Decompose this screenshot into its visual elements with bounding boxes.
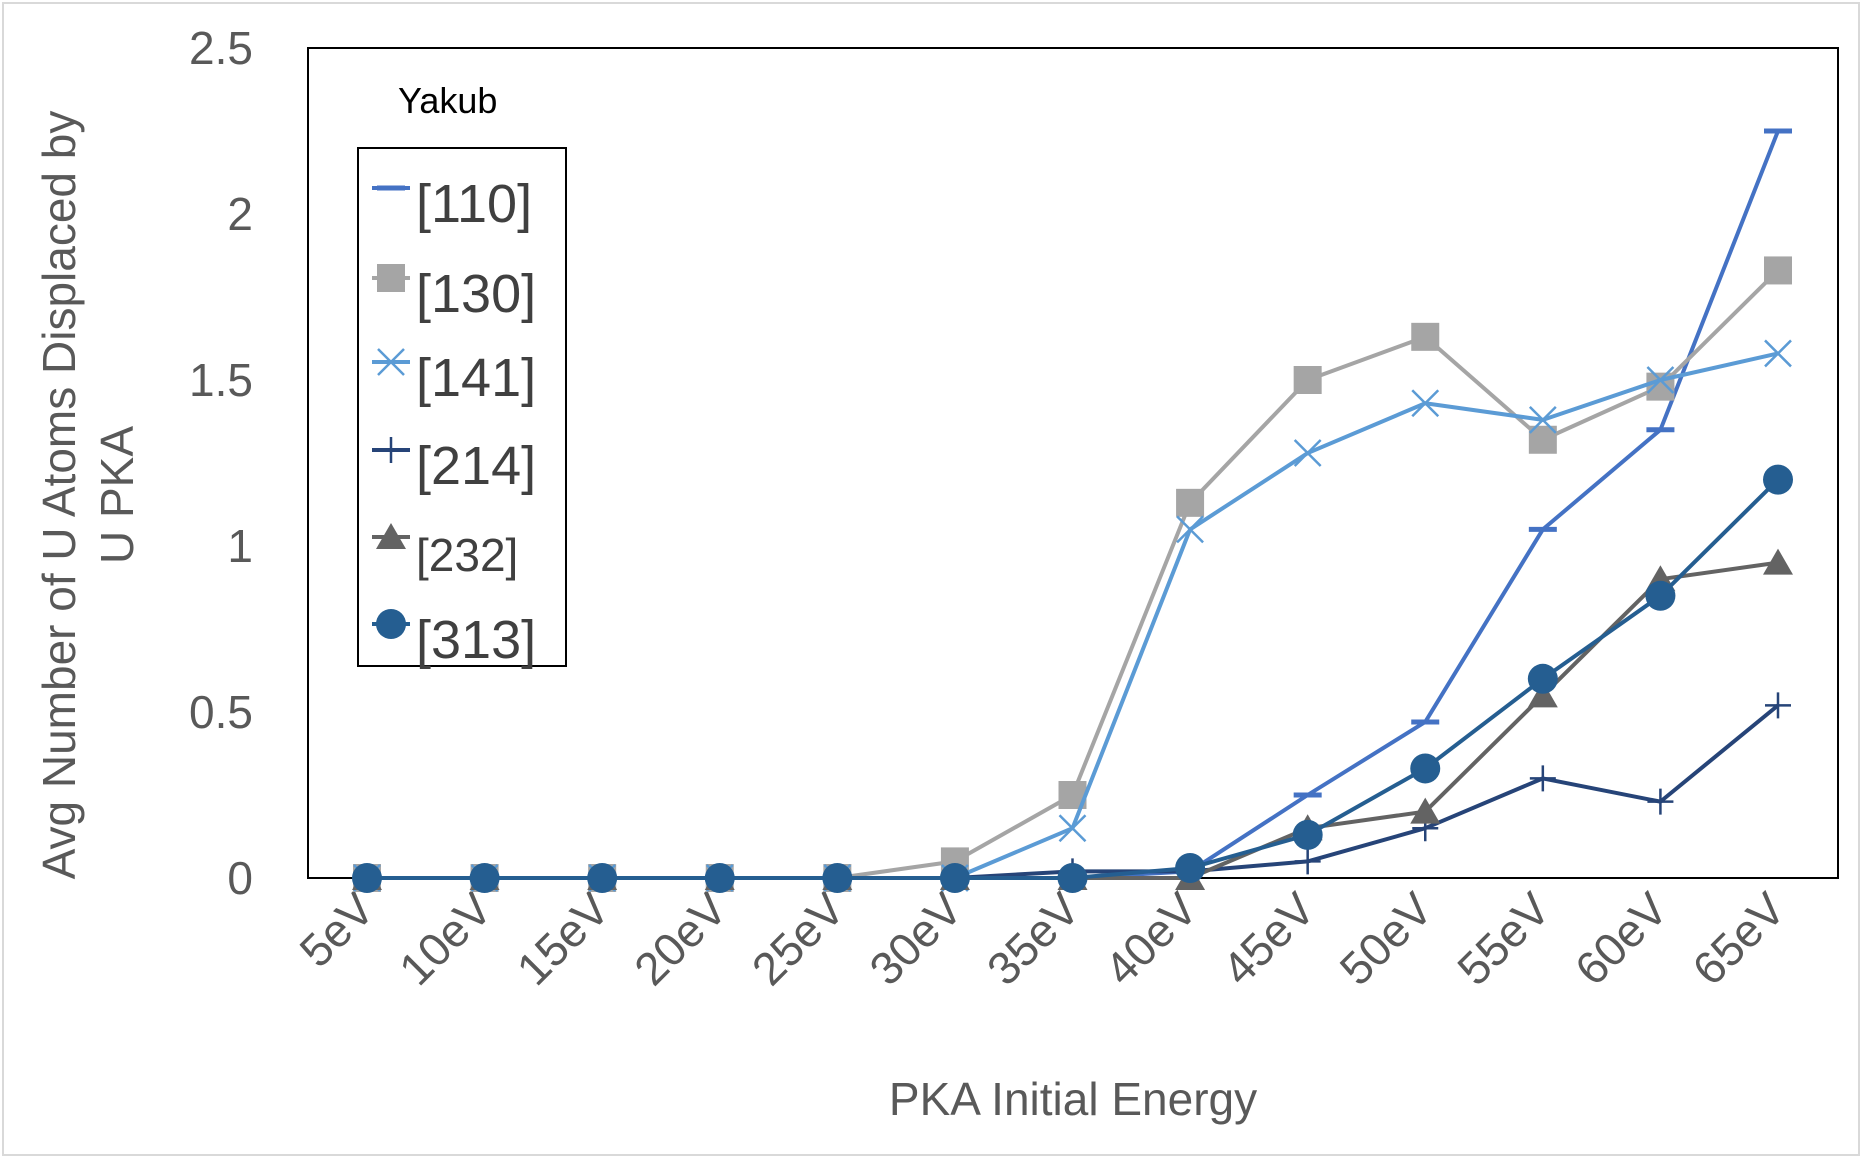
legend-entry: [214] [372,436,536,496]
legend-entries: [110] [130] [141] [214] [232] [313] [372,174,536,670]
legend: Yakub [110] [130] [141] [214] [232] [313] [357,80,567,670]
data-point [1293,439,1322,467]
y-tick-label: 0.5 [189,686,253,738]
data-point [1292,819,1323,850]
data-point [1647,788,1674,815]
series-313 [352,464,1793,893]
data-point [587,863,618,893]
series-line [367,560,1779,880]
y-tick-label: 2 [227,188,253,240]
data-point [1765,692,1791,719]
data-point [1763,464,1793,495]
legend-entry: [110] [372,174,532,234]
data-point [1410,797,1441,824]
data-point [1763,548,1793,575]
data-point [376,523,406,549]
data-point [1645,580,1676,611]
legend-entry: [313] [372,609,536,670]
x-tick-label: 40eV [1094,882,1207,995]
series-line [367,478,1780,880]
x-axis-title: PKA Initial Energy [889,1073,1257,1125]
data-point [1528,405,1557,434]
y-tick-label: 1 [227,520,253,572]
legend-entry: [141] [372,348,536,408]
x-tick-label: 60eV [1565,882,1678,995]
x-tick-label: 15eV [506,882,619,995]
data-point [822,863,853,893]
y-axis-title-line-1: Avg Number of U Atoms Displaced by [33,111,85,880]
x-tick-label: 30eV [859,882,972,995]
data-point [1411,389,1440,418]
data-point [1646,366,1675,394]
data-point [1057,863,1088,893]
x-axis-ticks: 5eV 10eV 15eV 20eV 25eV 30eV 35eV 40eV 45eV 50eV 5… [289,882,1795,995]
data-point [1527,663,1558,694]
x-tick-label: 55eV [1447,882,1560,995]
x-tick-label: 20eV [624,882,737,995]
legend-label: [141] [416,348,536,408]
data-point [377,264,405,292]
x-tick-label: 35eV [977,882,1090,995]
data-point [377,348,405,376]
data-point [704,863,735,893]
legend-box [357,147,567,667]
data-point [1294,848,1321,875]
data-point [1764,256,1792,285]
data-point [1058,814,1087,843]
y-axis-ticks: 0 0.5 1 1.5 2 2.5 [189,22,253,904]
legend-entry: [130] [372,264,536,324]
series-line [367,130,1780,880]
y-tick-label: 2.5 [189,22,253,74]
legend-label: [232] [416,529,518,581]
legend-label: [130] [416,264,536,324]
data-point [1175,853,1206,884]
data-point [376,609,406,639]
x-tick-label: 65eV [1682,882,1795,995]
data-point [1176,488,1205,517]
series-130 [353,256,1792,892]
legend-label: [110] [416,174,532,234]
legend-label: [214] [416,436,536,496]
legend-entry: [232] [372,523,518,581]
data-point [1176,515,1204,544]
x-tick-label: 50eV [1330,882,1443,995]
legend-label: [313] [416,610,536,670]
y-tick-label: 1.5 [189,354,253,406]
x-tick-label: 5eV [289,882,384,977]
series-232 [352,548,1793,890]
legend-title: Yakub [398,80,497,121]
data-point [1411,322,1440,351]
data-point [469,863,500,893]
data-point [1529,765,1556,792]
data-point [1293,366,1322,394]
series-layer [352,128,1793,893]
data-point [1527,681,1558,708]
y-axis-title-line-2: U PKA [91,426,143,564]
x-tick-label: 10eV [389,882,502,995]
data-point [352,863,382,893]
x-tick-label: 45eV [1212,882,1325,995]
x-tick-label: 25eV [742,882,855,995]
data-point [1764,339,1792,368]
data-point [939,863,970,893]
series-110 [353,128,1792,881]
data-point [378,437,404,463]
data-point [1410,753,1441,784]
y-tick-label: 0 [227,852,253,904]
